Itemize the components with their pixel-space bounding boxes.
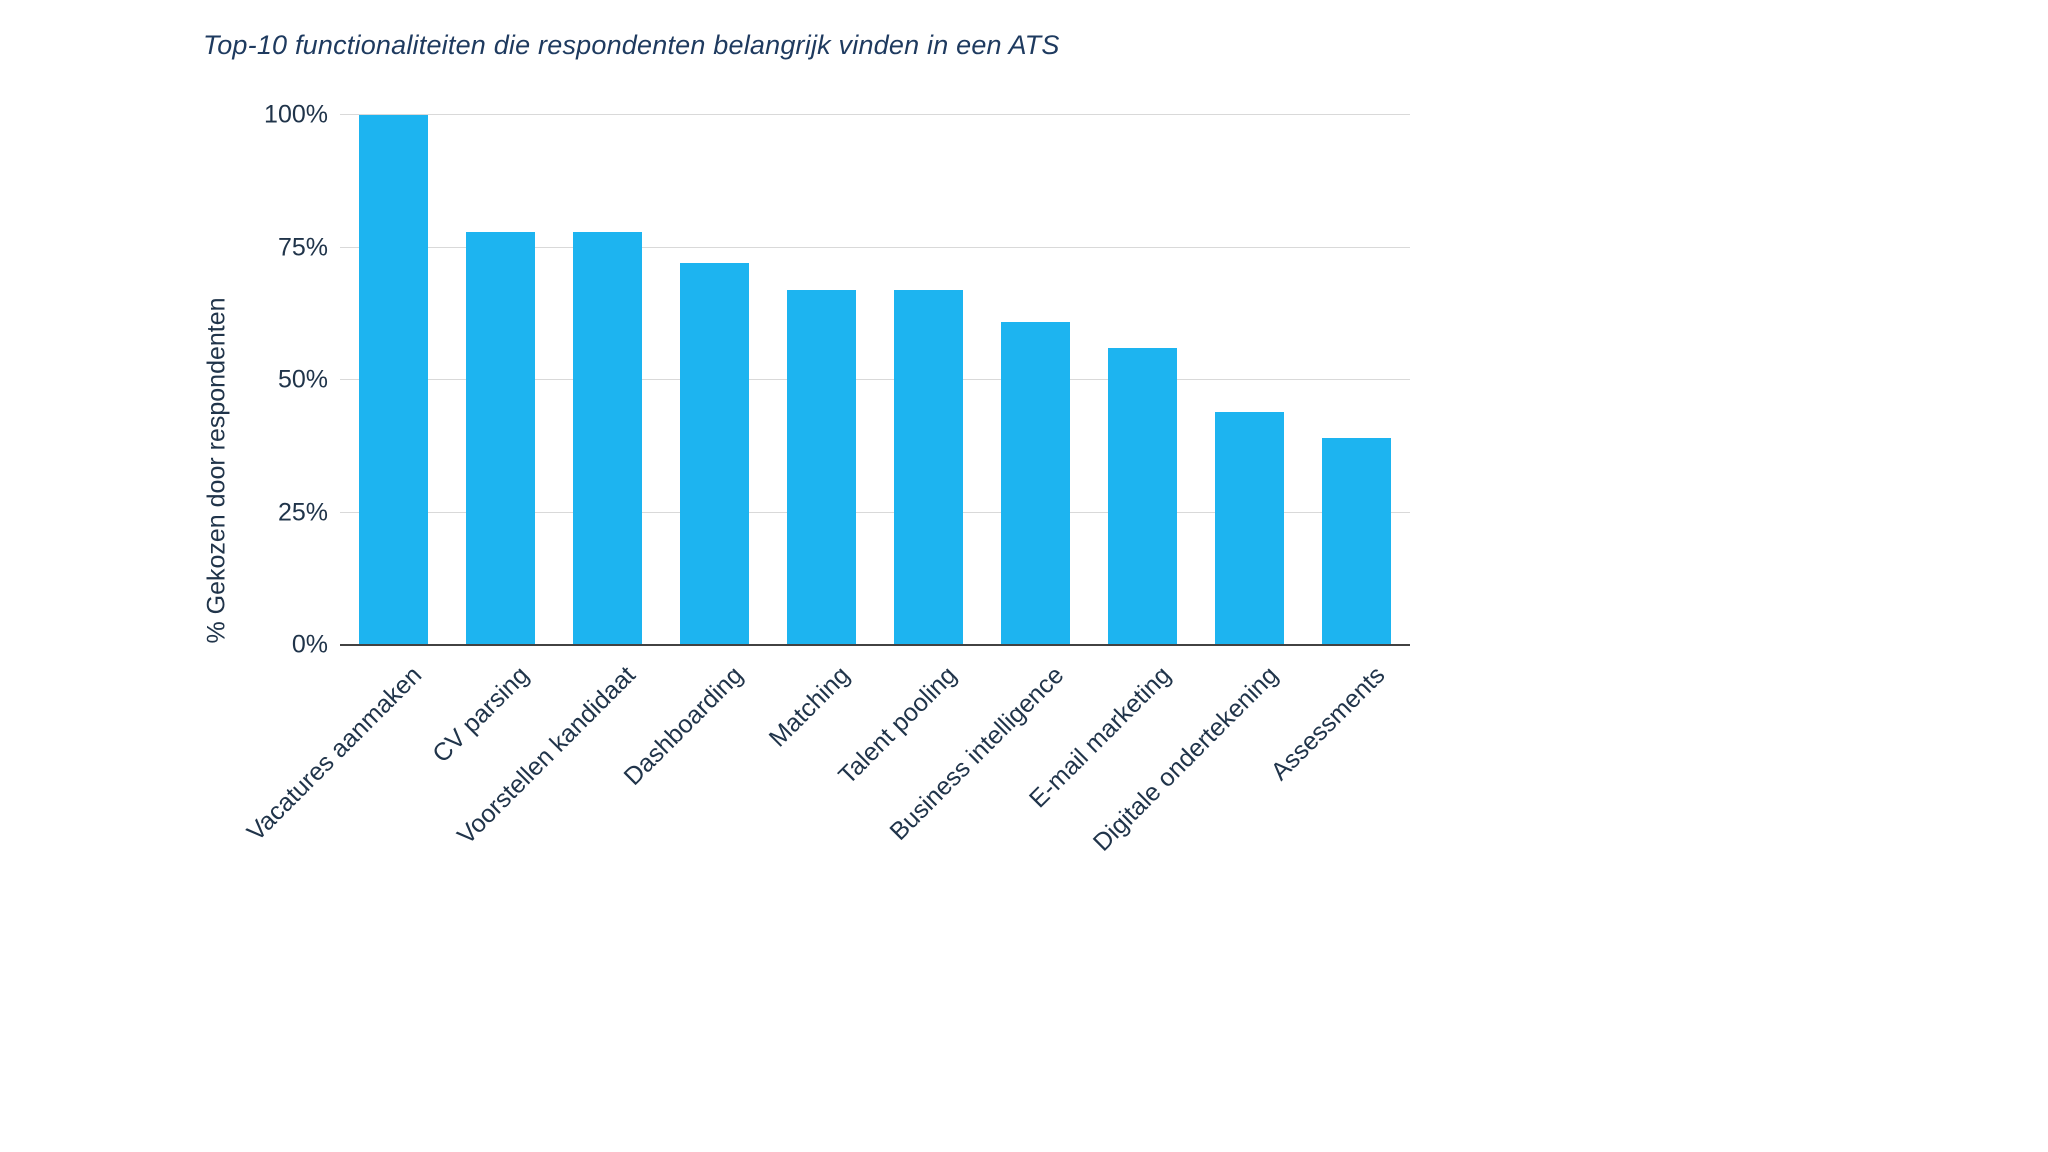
bar-slot	[661, 115, 768, 645]
bar-slot	[982, 115, 1089, 645]
plot-area	[340, 114, 1410, 646]
bar	[1322, 438, 1391, 645]
x-category-labels: Vacatures aanmaken CV parsing Voorstellen …	[242, 645, 1410, 935]
gridline	[340, 511, 1410, 513]
x-label-slot: Vacatures aanmaken	[242, 645, 447, 935]
y-tick-label: 25%	[277, 498, 328, 526]
y-tick-labels: 0% 25% 50% 75% 100%	[0, 101, 328, 659]
y-tick-label: 100%	[264, 100, 328, 129]
gridline	[340, 246, 1410, 248]
bar-slot	[447, 115, 554, 645]
gridline	[340, 379, 1410, 380]
bar-slot	[1089, 115, 1196, 645]
y-tick-label: 75%	[277, 233, 328, 261]
y-tick-label: 0%	[291, 630, 328, 659]
x-label-slot: Dashboarding	[618, 645, 768, 935]
bar	[573, 231, 642, 645]
bar	[1215, 411, 1284, 645]
bar	[894, 289, 963, 645]
bar	[680, 263, 749, 645]
y-tick-label: 50%	[277, 365, 328, 394]
chart-title: Top-10 functionaliteiten die respondente…	[203, 30, 1060, 60]
x-label-slot: Assessments	[1265, 645, 1410, 935]
bar	[1001, 321, 1070, 645]
bar-slot	[554, 115, 661, 645]
bar	[359, 115, 428, 645]
bars	[340, 115, 1410, 645]
bar	[1108, 348, 1177, 645]
gridline	[340, 114, 1410, 115]
x-label-slot: Voorstellen kandidaat	[452, 645, 661, 935]
bar-slot	[1303, 115, 1410, 645]
x-category-label: Matching	[763, 661, 856, 753]
bar	[787, 289, 856, 645]
bar	[466, 231, 535, 645]
x-label-slot: Matching	[764, 645, 875, 935]
x-axis-line	[340, 644, 1410, 646]
x-category-label: Vacatures aanmaken	[241, 661, 428, 847]
bar-slot	[1196, 115, 1303, 645]
bar-slot	[340, 115, 447, 645]
bar-slot	[768, 115, 875, 645]
x-label-slot: Digitale ondertekening	[1088, 645, 1303, 935]
bar-slot	[875, 115, 982, 645]
